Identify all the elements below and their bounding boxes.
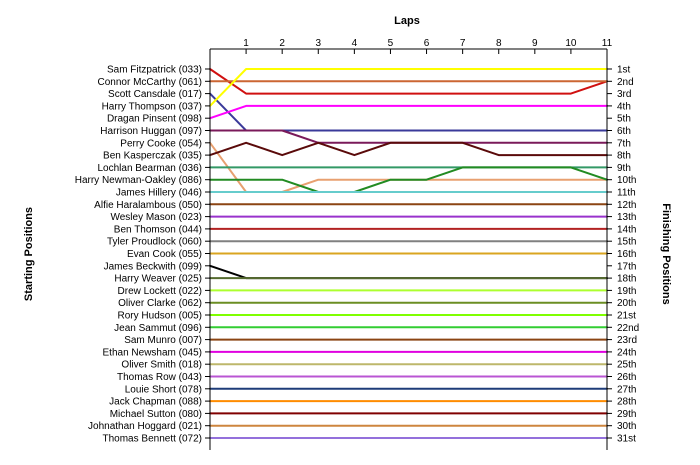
finishing-position-label: 12th [617, 200, 636, 211]
lap-tick-label-2: 2 [279, 38, 285, 49]
starting-position-label: Wesley Mason (023) [110, 212, 202, 223]
finishing-position-label: 16th [617, 249, 636, 260]
starting-position-label: Harrison Huggan (097) [100, 126, 202, 137]
finishing-position-label: 3rd [617, 89, 631, 100]
starting-position-label: Louie Short (078) [125, 384, 202, 395]
axis-layer [205, 48, 612, 450]
starting-position-label: Dragan Pinsent (098) [107, 114, 202, 125]
series-line-4 [209, 68, 608, 107]
finishing-position-label: 25th [617, 360, 636, 371]
starting-position-label: Drew Lockett (022) [118, 286, 202, 297]
lap-tick-label-1: 1 [243, 38, 249, 49]
finishing-position-label: 15th [617, 237, 636, 248]
starting-position-label: Jean Sammut (096) [114, 323, 202, 334]
starting-position-label: Thomas Row (043) [117, 372, 202, 383]
starting-position-label: Ben Thomson (044) [114, 224, 202, 235]
starting-position-label: James Beckwith (099) [104, 261, 202, 272]
starting-position-label: Lochlan Bearman (036) [97, 163, 202, 174]
starting-position-label: James Hillery (046) [116, 188, 202, 199]
finishing-position-label: 18th [617, 274, 636, 285]
finishing-position-label: 14th [617, 224, 636, 235]
starting-position-label: Thomas Bennett (072) [103, 434, 203, 445]
lap-tick-label-11: 11 [602, 38, 613, 49]
finishing-position-label: 8th [617, 151, 631, 162]
starting-position-label: Sam Fitzpatrick (033) [107, 65, 202, 76]
starting-position-label: Rory Hudson (005) [118, 311, 202, 322]
lap-tick-label-10: 10 [565, 38, 577, 49]
finishing-position-label: 31st [617, 434, 636, 445]
series-line-1 [209, 68, 608, 95]
finishing-position-label: 6th [617, 126, 631, 137]
label-layer: 1 2 3 4 5 6 7 8 9 10 11 Sam Fitzpatrick (033)Connor… [75, 38, 640, 445]
series-line-5 [209, 104, 608, 120]
lap-tick-label-3: 3 [315, 38, 321, 49]
finishing-position-label: 20th [617, 298, 636, 309]
finishing-position-label: 9th [617, 163, 631, 174]
series-line-8 [209, 141, 608, 157]
finishing-position-label: 30th [617, 421, 636, 432]
series-layer [209, 68, 608, 439]
starting-position-label: Ethan Newsham (045) [103, 347, 203, 358]
lap-tick-label-5: 5 [388, 38, 394, 49]
starting-position-label: Sam Munro (007) [124, 335, 202, 346]
starting-position-label: Harry Thompson (037) [102, 101, 202, 112]
series-line-10 [209, 166, 608, 193]
finishing-position-label: 10th [617, 175, 636, 186]
finishing-position-label: 22nd [617, 323, 639, 334]
starting-position-label: Oliver Smith (018) [121, 360, 202, 371]
finishing-position-label: 13th [617, 212, 636, 223]
starting-position-label: Oliver Clarke (062) [118, 298, 202, 309]
finishing-position-label: 1st [617, 65, 631, 76]
starting-position-label: Ben Kasperczak (035) [103, 151, 202, 162]
starting-position-label: Jack Chapman (088) [109, 397, 202, 408]
finishing-position-label: 21st [617, 311, 636, 322]
starting-position-label: Evan Cook (055) [127, 249, 202, 260]
starting-position-label: Harry Weaver (025) [114, 274, 202, 285]
lap-tick-label-7: 7 [460, 38, 466, 49]
finishing-position-label: 29th [617, 409, 636, 420]
finishing-position-label: 11th [617, 188, 636, 199]
starting-position-label: Michael Sutton (080) [110, 409, 202, 420]
starting-position-label: Connor McCarthy (061) [98, 77, 202, 88]
starting-position-label: Perry Cooke (054) [120, 138, 202, 149]
top-axis-title: Laps [394, 15, 420, 27]
finishing-position-label: 2nd [617, 77, 634, 88]
finishing-position-label: 24th [617, 347, 636, 358]
lap-tick-label-4: 4 [352, 38, 358, 49]
right-axis-title: Finishing Positions [660, 203, 672, 304]
starting-position-label: Harry Newman-Oakley (086) [75, 175, 202, 186]
finishing-position-label: 7th [617, 138, 631, 149]
starting-position-label: Tyler Proudlock (060) [107, 237, 202, 248]
starting-position-label: Johnathan Hoggard (021) [88, 421, 202, 432]
finishing-position-label: 5th [617, 114, 631, 125]
finishing-position-label: 17th [617, 261, 636, 272]
finishing-position-label: 23rd [617, 335, 637, 346]
finishing-position-label: 28th [617, 397, 636, 408]
left-axis-title: Starting Positions [23, 207, 35, 301]
finishing-position-label: 19th [617, 286, 636, 297]
lap-tick-label-9: 9 [532, 38, 538, 49]
lap-tick-label-8: 8 [496, 38, 502, 49]
starting-position-label: Scott Cansdale (017) [108, 89, 202, 100]
finishing-position-label: 26th [617, 372, 636, 383]
finishing-position-label: 4th [617, 101, 631, 112]
finishing-position-label: 27th [617, 384, 636, 395]
starting-position-label: Alfie Haralambous (050) [94, 200, 202, 211]
lap-tick-label-6: 6 [424, 38, 430, 49]
